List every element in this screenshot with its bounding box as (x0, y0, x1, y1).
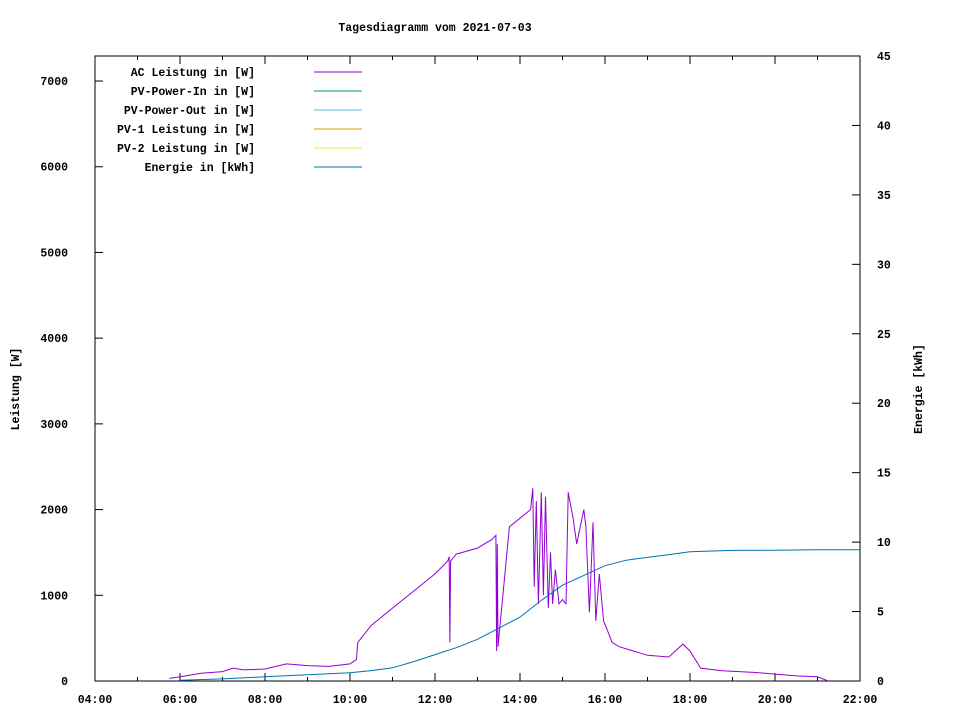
y2-tick-label: 25 (877, 329, 891, 342)
y2-tick-label: 40 (877, 120, 891, 133)
axes: 0 1000 2000 3000 4000 5000 6000 7000 0 5 10 15 20 25 3… (40, 51, 891, 707)
x-tick-label: 14:00 (503, 694, 538, 707)
y-axis-label: Leistung [W] (10, 348, 23, 431)
x-tick-label: 10:00 (333, 694, 368, 707)
plot-area (169, 488, 860, 682)
y2-tick-label: 35 (877, 190, 891, 203)
legend-label: PV-Power-In in [W] (131, 86, 255, 99)
y2-axis-label: Energie [kWh] (913, 344, 926, 434)
y-tick-label: 1000 (40, 590, 68, 603)
legend-label: PV-2 Leistung in [W] (117, 143, 255, 156)
series-line (169, 488, 829, 682)
y2-tick-label: 0 (877, 676, 884, 689)
series-line (179, 549, 860, 681)
y2-tick-label: 45 (877, 51, 891, 64)
legend-label: PV-Power-Out in [W] (124, 105, 255, 118)
y-tick-label: 6000 (40, 162, 68, 175)
y2-tick-label: 5 (877, 607, 884, 620)
legend-label: Energie in [kWh] (145, 162, 255, 175)
y-tick-label: 7000 (40, 76, 68, 89)
y-tick-label: 5000 (40, 247, 68, 260)
x-tick-label: 08:00 (248, 694, 283, 707)
x-tick-label: 16:00 (588, 694, 623, 707)
x-tick-label: 04:00 (78, 694, 113, 707)
y2-tick-label: 15 (877, 468, 891, 481)
y-tick-label: 0 (61, 676, 68, 689)
y2-tick-label: 20 (877, 398, 891, 411)
y2-tick-label: 30 (877, 259, 891, 272)
chart-title: Tagesdiagramm vom 2021-07-03 (338, 22, 531, 35)
y-tick-label: 3000 (40, 419, 68, 432)
x-tick-label: 22:00 (843, 694, 878, 707)
legend: AC Leistung in [W] PV-Power-In in [W] PV-P… (117, 67, 362, 175)
y2-tick-label: 10 (877, 537, 891, 550)
legend-label: AC Leistung in [W] (131, 67, 255, 80)
x-tick-label: 12:00 (418, 694, 453, 707)
y-tick-label: 2000 (40, 505, 68, 518)
x-tick-label: 20:00 (758, 694, 793, 707)
x-tick-label: 18:00 (673, 694, 708, 707)
y-tick-label: 4000 (40, 333, 68, 346)
x-tick-label: 06:00 (163, 694, 198, 707)
legend-label: PV-1 Leistung in [W] (117, 124, 255, 137)
